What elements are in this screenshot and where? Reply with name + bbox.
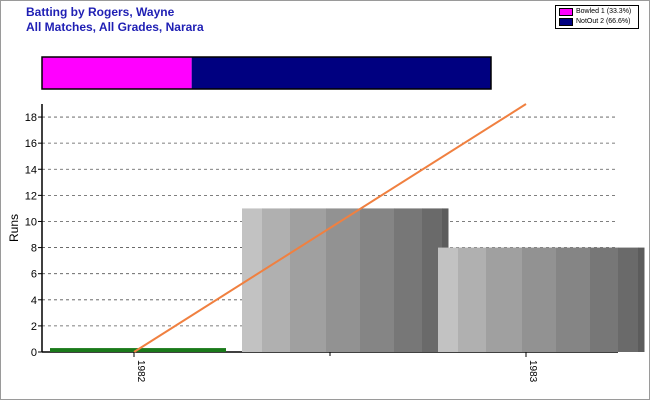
bar-shade-segment [618,247,639,352]
bar-shade-segment [458,247,487,352]
y-tick-label: 2 [31,321,37,333]
y-tick-label: 8 [31,243,37,255]
bar-2 [438,247,645,352]
bar-shade-segment [360,208,395,352]
bar-shade-segment [638,247,645,352]
y-tick-label: 14 [25,164,37,176]
legend-label-bowled: Bowled 1 (33.3%) [576,8,632,15]
y-tick-label: 0 [31,347,37,359]
legend-item-bowled: Bowled 1 (33.3%) [559,8,631,18]
legend: Bowled 1 (33.3%) NotOut 2 (66.6%) [555,5,639,29]
chart-subtitle: All Matches, All Grades, Narara [26,20,204,34]
y-tick-label: 18 [25,112,37,124]
y-tick-label: 4 [31,295,37,307]
bar-shade-segment [262,208,291,352]
bar-shade-segment [394,208,423,352]
stacked-bar-outline [41,56,492,90]
bar-shade-segment [326,208,361,352]
legend-swatch-bowled [559,8,573,16]
bar-shade-segment [438,247,459,352]
stacked-segment-notout [191,57,491,89]
legend-item-notout: NotOut 2 (66.6%) [559,18,630,28]
y-tick-label: 12 [25,190,37,202]
bar-1 [242,208,449,352]
bar-shade-segment [486,247,523,352]
bar-shade-segment [522,247,557,352]
bar-shade-segment [242,208,263,352]
bar-shade-segment [422,208,443,352]
x-tick-label-1982: 1982 [135,360,146,383]
legend-swatch-notout [559,18,573,26]
legend-label-notout: NotOut 2 (66.6%) [576,18,631,25]
y-tick-label: 10 [25,216,37,228]
y-axis-label: Runs [7,214,21,242]
y-tick-label: 16 [25,138,37,150]
stacked-segment-bowled [42,57,192,89]
trend-line [133,103,527,353]
bar-shade-segment [556,247,591,352]
bar-shade-segment [290,208,327,352]
chart-title: Batting by Rogers, Wayne [26,5,175,19]
y-tick-label: 6 [31,269,37,281]
bar-shade-segment [590,247,619,352]
x-tick-label-1983: 1983 [527,360,538,383]
